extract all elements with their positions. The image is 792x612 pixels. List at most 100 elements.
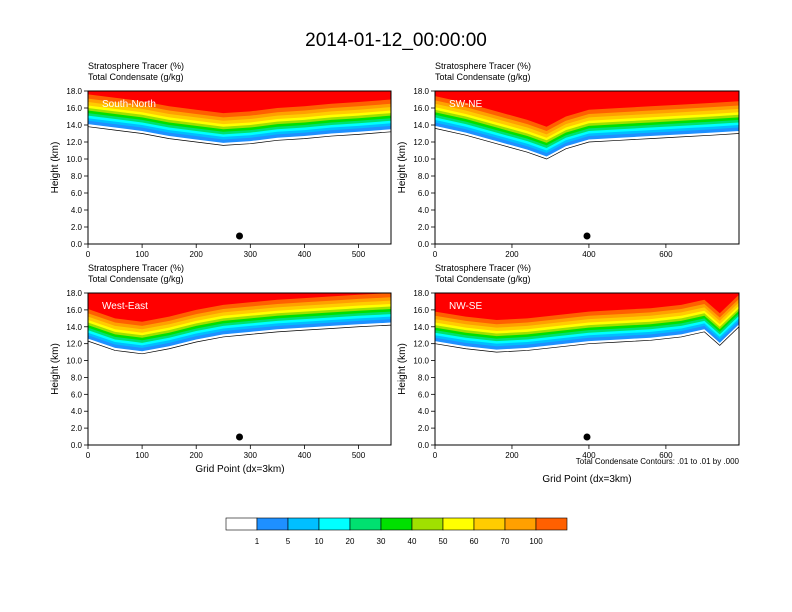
condensate-contour <box>88 126 391 146</box>
y-tick-label: 16.0 <box>66 306 82 315</box>
colorbar-swatch-0 <box>225 517 258 531</box>
y-tick-label: 18.0 <box>66 289 82 298</box>
x-tick-label: 300 <box>244 250 258 259</box>
x-tick-label: 0 <box>433 250 438 259</box>
x-axis-title: Grid Point (dx=3km) <box>195 464 284 475</box>
contour-variable-label: Total Condensate (g/kg) <box>435 274 531 284</box>
y-tick-label: 10.0 <box>413 357 429 366</box>
x-tick-label: 200 <box>505 451 519 460</box>
x-tick-label: 300 <box>244 451 258 460</box>
y-tick-label: 6.0 <box>71 390 83 399</box>
cross-section-label: South-North <box>102 99 156 110</box>
contour-note: Total Condensate Contours: .01 to .01 by… <box>576 457 740 466</box>
condensate-contour <box>435 326 739 353</box>
x-tick-label: 400 <box>582 451 596 460</box>
plot-area <box>88 91 391 244</box>
y-tick-label: 12.0 <box>413 340 429 349</box>
condensate-contour <box>435 128 739 160</box>
x-tick-label: 500 <box>352 451 366 460</box>
y-tick-label: 14.0 <box>413 323 429 332</box>
condensate-contour <box>88 324 391 355</box>
colorbar-label: 50 <box>439 537 448 546</box>
plot-area <box>435 293 739 445</box>
plot-frame <box>87 90 392 245</box>
x-tick-label: 600 <box>659 250 673 259</box>
y-tick-label: 16.0 <box>413 104 429 113</box>
y-tick-label: 18.0 <box>66 87 82 96</box>
x-tick-label: 200 <box>190 451 204 460</box>
x-axis-title: Grid Point (dx=3km) <box>542 474 631 485</box>
colorbar-label: 5 <box>286 537 291 546</box>
colorbar-label: 1 <box>255 537 260 546</box>
colorbar-swatch-9 <box>504 517 537 531</box>
y-tick-label: 2.0 <box>418 223 430 232</box>
y-tick-label: 6.0 <box>71 189 83 198</box>
x-tick-label: 400 <box>582 250 596 259</box>
colorbar-swatch-6 <box>411 517 444 531</box>
tracer-band-11 <box>88 293 391 322</box>
y-tick-label: 8.0 <box>418 172 430 181</box>
colorbar-swatch-8 <box>473 517 506 531</box>
y-axis-title: Height (km) <box>397 343 408 395</box>
colorbar-label: 100 <box>529 537 543 546</box>
y-tick-label: 2.0 <box>418 424 430 433</box>
colorbar: 1 5 10 20 30 40 50 60 70 100 <box>225 517 568 546</box>
tracer-band-11 <box>435 91 739 127</box>
tracer-band-11 <box>88 91 391 114</box>
x-tick-label: 0 <box>86 250 91 259</box>
y-tick-label: 16.0 <box>413 306 429 315</box>
y-axis-title: Height (km) <box>397 142 408 194</box>
location-marker <box>236 433 243 441</box>
y-tick-label: 16.0 <box>66 104 82 113</box>
y-axis-title: Height (km) <box>50 142 61 194</box>
y-tick-label: 8.0 <box>71 172 83 181</box>
x-tick-label: 100 <box>135 250 149 259</box>
y-tick-label: 4.0 <box>418 206 430 215</box>
panel-south-north: Stratosphere Tracer (%)Total Condensate … <box>50 61 392 259</box>
plot-area <box>435 91 739 244</box>
location-marker <box>236 232 243 240</box>
y-tick-label: 8.0 <box>418 373 430 382</box>
colorbar-label: 20 <box>346 537 355 546</box>
colorbar-swatch-10 <box>535 517 568 531</box>
contour-variable-label: Total Condensate (g/kg) <box>435 72 531 82</box>
x-tick-label: 500 <box>352 250 366 259</box>
y-tick-label: 14.0 <box>413 121 429 130</box>
x-tick-label: 100 <box>135 451 149 460</box>
contour-variable-label: Total Condensate (g/kg) <box>88 274 184 284</box>
y-tick-label: 14.0 <box>66 121 82 130</box>
x-tick-label: 400 <box>298 250 312 259</box>
y-tick-label: 18.0 <box>413 87 429 96</box>
colorbar-label: 10 <box>315 537 324 546</box>
colorbar-swatch-2 <box>287 517 320 531</box>
plot-frame <box>434 292 740 446</box>
colorbar-swatch-7 <box>442 517 475 531</box>
plot-area <box>88 293 391 445</box>
colorbar-label: 60 <box>470 537 479 546</box>
colorbar-label: 40 <box>408 537 417 546</box>
colorbar-swatch-1 <box>256 517 289 531</box>
y-tick-label: 18.0 <box>413 289 429 298</box>
fill-variable-label: Stratosphere Tracer (%) <box>435 61 531 71</box>
contour-variable-label: Total Condensate (g/kg) <box>88 72 184 82</box>
plot-frame <box>434 90 740 245</box>
y-tick-label: 2.0 <box>71 424 83 433</box>
y-tick-label: 10.0 <box>413 155 429 164</box>
plot-frame <box>87 292 392 446</box>
cross-section-label: SW-NE <box>449 99 482 110</box>
cross-section-label: NW-SE <box>449 301 482 312</box>
y-tick-label: 14.0 <box>66 323 82 332</box>
y-axis-title: Height (km) <box>50 343 61 395</box>
y-tick-label: 4.0 <box>71 206 83 215</box>
panel-west-east: Stratosphere Tracer (%)Total Condensate … <box>50 263 392 460</box>
colorbar-swatch-5 <box>380 517 413 531</box>
y-tick-label: 6.0 <box>418 189 430 198</box>
figure-title: 2014-01-12_00:00:00 <box>305 30 487 51</box>
x-tick-label: 200 <box>190 250 204 259</box>
colorbar-label: 30 <box>377 537 386 546</box>
y-tick-label: 8.0 <box>71 373 83 382</box>
location-marker <box>583 232 591 240</box>
panel-nw-se: Stratosphere Tracer (%)Total Condensate … <box>397 263 740 460</box>
fill-variable-label: Stratosphere Tracer (%) <box>88 263 184 273</box>
panel-sw-ne: Stratosphere Tracer (%)Total Condensate … <box>397 61 740 259</box>
